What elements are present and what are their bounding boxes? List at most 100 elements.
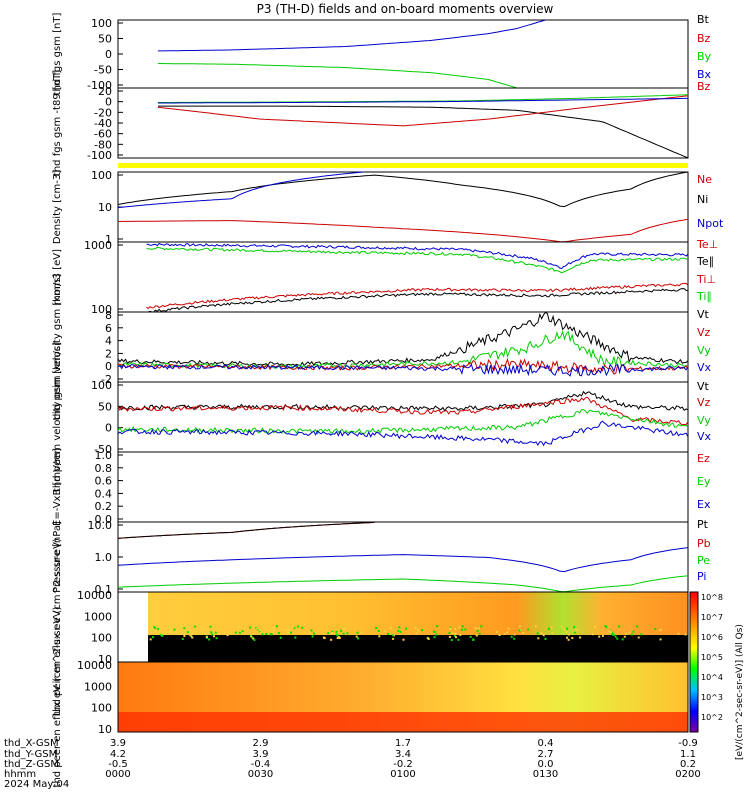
y-tick-label: 100 — [91, 303, 112, 316]
ion-spectrogram-pixel — [189, 633, 192, 636]
ion-spectrogram-pixel — [190, 635, 193, 638]
ion-spectrogram-pixel — [183, 635, 186, 637]
electron-spectrogram-frame — [117, 661, 689, 733]
ion-spectrogram-pixel — [155, 630, 157, 633]
y-axis-label: thd fgs gsm [nT] — [52, 13, 63, 96]
colorbar-label: 10^4 — [701, 673, 723, 682]
panel-frame — [117, 521, 689, 593]
ion-spectrogram-pixel — [542, 634, 545, 637]
ion-spectrogram-pixel — [182, 625, 185, 628]
x-row-value: 1.1 — [680, 749, 696, 760]
ion-spectrogram-pixel — [453, 634, 456, 637]
legend-Vy: Vy — [697, 344, 711, 357]
ion-spectrogram-pixel — [458, 626, 461, 629]
ion-spectrogram-pixel — [448, 635, 451, 638]
ion-spectrogram-pixel — [436, 625, 439, 628]
ion-spectrogram-pixel — [628, 631, 631, 634]
ion-spectrogram-pixel — [173, 632, 176, 635]
ion-spectrogram-pixel — [591, 633, 594, 636]
y-tick-label: 1000 — [84, 239, 112, 252]
ion-spectrogram-pixel — [594, 625, 597, 628]
ion-spectrogram-pixel — [421, 629, 424, 632]
ion-spectrogram-pixel — [392, 637, 395, 640]
x-row-value: -0.4 — [251, 759, 271, 770]
ion-spectrogram-pixel — [640, 633, 643, 636]
ion-spectrogram-pixel — [518, 629, 521, 632]
x-row-value: 3.9 — [110, 738, 126, 749]
ion-spectrogram-pixel — [433, 631, 436, 633]
y-tick-label: -50 — [94, 64, 112, 77]
series-Vt — [117, 390, 689, 412]
ion-spectrogram-pixel — [478, 632, 481, 635]
chart-title: P3 (TH-D) fields and on-board moments ov… — [257, 2, 554, 16]
x-row-value: 0.4 — [538, 738, 554, 749]
ion-spectrogram-pixel — [427, 638, 430, 640]
ion-spectrogram-pixel — [684, 633, 687, 636]
series-Pe — [117, 575, 689, 593]
ion-spectrogram-pixel — [392, 634, 395, 637]
ion-spectrogram-pixel — [469, 635, 472, 638]
y-tick-label: 0.6 — [95, 475, 113, 488]
ion-spectrogram-pixel — [257, 629, 260, 632]
ion-spectrogram-pixel — [193, 625, 196, 628]
ion-spectrogram-pixel — [157, 628, 160, 631]
ion-spectrogram-pixel — [659, 638, 662, 641]
ion-spectrogram-pixel — [198, 627, 201, 630]
y-axis-label: thd peim velocity gsm [km/s] — [52, 274, 63, 421]
ion-spectrogram-pixel — [238, 625, 240, 628]
ion-spectrogram-pixel — [454, 627, 457, 630]
ion-spectrogram-pixel — [503, 632, 506, 635]
y-tick-label: 0.4 — [95, 487, 113, 500]
ion-spectrogram-pixel — [173, 628, 176, 631]
series-Bx — [157, 19, 546, 52]
series-Pt — [117, 521, 375, 539]
series-Ti∥ — [146, 246, 689, 274]
x-row-value: 0000 — [105, 769, 130, 780]
y-tick-label: 50 — [98, 33, 112, 46]
ion-spectrogram-pixel — [475, 634, 478, 637]
ion-spectrogram-pixel — [249, 626, 252, 629]
ion-spectrogram-pixel — [527, 628, 530, 631]
legend-Vt: Vt — [697, 308, 710, 321]
y-tick-label: 1.0 — [95, 449, 113, 462]
ion-spectrogram-pixel — [477, 627, 480, 630]
legend-Pi: Pi — [697, 570, 706, 583]
ion-spectrogram-pixel — [498, 634, 501, 636]
y-tick-label: -40 — [94, 117, 112, 130]
ion-spectrogram-gap — [118, 592, 148, 662]
ion-spectrogram-pixel — [331, 631, 334, 633]
ion-spectrogram-pixel — [405, 627, 408, 630]
ion-spectrogram-pixel — [210, 631, 213, 634]
ion-spectrogram-pixel — [378, 635, 381, 638]
ion-spectrogram-pixel — [610, 631, 612, 634]
legend-Vt: Vt — [697, 380, 710, 393]
y-tick-label: -50 — [94, 443, 112, 456]
legend-Vy: Vy — [697, 414, 711, 427]
series-Vy — [117, 409, 689, 435]
ion-spectrogram-pixel — [560, 625, 563, 628]
ion-spectrogram-pixel — [288, 628, 291, 631]
legend-Bt: Bt — [697, 13, 710, 26]
ion-spectrogram-pixel — [565, 631, 568, 634]
ion-spectrogram-pixel — [573, 631, 576, 634]
ion-spectrogram-pixel — [624, 632, 627, 635]
x-row-value: 2.9 — [253, 738, 269, 749]
ion-spectrogram-pixel — [659, 629, 662, 632]
ion-spectrogram-pixel — [265, 633, 268, 635]
ion-spectrogram-pixel — [414, 626, 417, 629]
ion-spectrogram-pixel — [611, 631, 614, 634]
ion-spectrogram-pixel — [360, 631, 363, 634]
ion-spectrogram-pixel — [301, 626, 304, 629]
ion-spectrogram-pixel — [357, 637, 359, 640]
ion-spectrogram-pixel — [202, 628, 205, 631]
ion-spectrogram-pixel — [338, 637, 341, 639]
ion-spectrogram-pixel — [417, 629, 420, 632]
x-row-value: 0200 — [675, 769, 700, 780]
y-tick-label: 20 — [98, 85, 112, 98]
ion-spectrogram-pixel — [451, 632, 454, 635]
x-row-label: thd_Y-GSM — [4, 749, 57, 760]
legend-Bx: Bx — [697, 68, 712, 81]
y-axis-label: thd peem velocity gsm [km/s] — [52, 342, 63, 492]
series-Bt — [157, 105, 689, 159]
ion-spectrogram-pixel — [149, 638, 152, 641]
